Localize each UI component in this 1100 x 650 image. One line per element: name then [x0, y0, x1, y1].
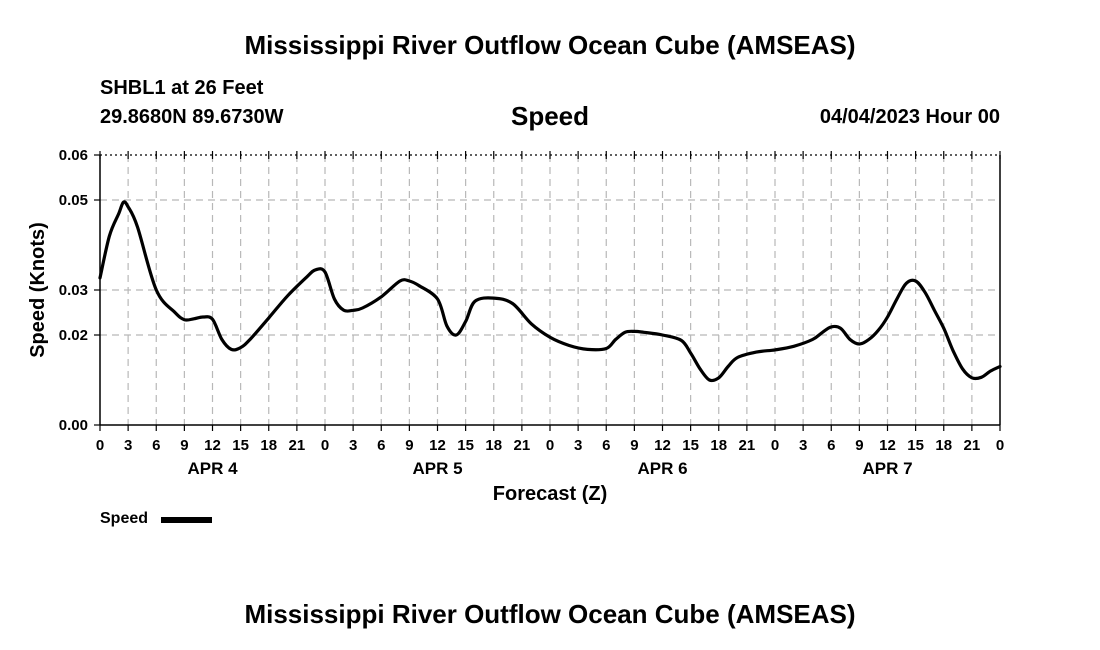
x-tick-label: 15: [907, 437, 924, 454]
day-label: APR 5: [412, 459, 462, 478]
y-axis-label: Speed (Knots): [27, 222, 49, 358]
x-tick-label: 21: [289, 437, 306, 454]
x-tick-label: 15: [682, 437, 699, 454]
x-tick-label: 6: [827, 437, 835, 454]
y-tick-label: 0.05: [59, 192, 88, 209]
y-tick-label: 0.03: [59, 282, 88, 299]
coordinates-label: 29.8680N 89.6730W: [100, 106, 284, 128]
x-tick-label: 6: [377, 437, 385, 454]
x-tick-label: 15: [232, 437, 249, 454]
x-tick-label: 18: [260, 437, 277, 454]
station-label: SHBL1 at 26 Feet: [100, 77, 264, 99]
x-tick-label: 12: [654, 437, 671, 454]
x-tick-label: 12: [204, 437, 221, 454]
day-label: APR 7: [862, 459, 912, 478]
x-tick-label: 0: [546, 437, 554, 454]
x-tick-label: 12: [429, 437, 446, 454]
x-tick-label: 0: [321, 437, 329, 454]
x-tick-label: 6: [152, 437, 160, 454]
y-tick-label: 0.00: [59, 417, 88, 434]
day-label: APR 6: [637, 459, 687, 478]
x-axis-label: Forecast (Z): [492, 483, 608, 505]
speed-series-line: [98, 200, 1002, 383]
x-tick-label: 18: [485, 437, 502, 454]
x-tick-label: 3: [799, 437, 807, 454]
x-tick-label: 15: [457, 437, 474, 454]
legend-label: Speed: [100, 510, 149, 527]
footer-title: Mississippi River Outflow Ocean Cube (AM…: [244, 599, 856, 629]
x-tick-label: 18: [935, 437, 952, 454]
x-tick-label: 3: [349, 437, 357, 454]
day-label: APR 4: [187, 459, 238, 478]
x-tick-label: 3: [124, 437, 132, 454]
x-tick-label: 9: [630, 437, 638, 454]
x-tick-label: 0: [96, 437, 104, 454]
x-tick-label: 3: [574, 437, 582, 454]
x-tick-label: 9: [180, 437, 188, 454]
x-tick-label: 12: [879, 437, 896, 454]
y-tick-label: 0.06: [59, 147, 88, 164]
y-tick-label: 0.02: [59, 327, 88, 344]
legend-swatch: [161, 517, 212, 523]
variable-title: Speed: [510, 101, 590, 131]
x-tick-label: 18: [710, 437, 727, 454]
x-tick-label: 0: [771, 437, 779, 454]
x-tick-label: 21: [964, 437, 981, 454]
x-tick-label: 21: [739, 437, 756, 454]
x-tick-label: 6: [602, 437, 610, 454]
chart-title: Mississippi River Outflow Ocean Cube (AM…: [244, 30, 856, 60]
x-tick-label: 21: [514, 437, 531, 454]
x-tick-label: 9: [855, 437, 863, 454]
forecast-datetime: 04/04/2023 Hour 00: [819, 106, 1000, 128]
x-tick-label: 9: [405, 437, 413, 454]
x-tick-label: 0: [996, 437, 1004, 454]
